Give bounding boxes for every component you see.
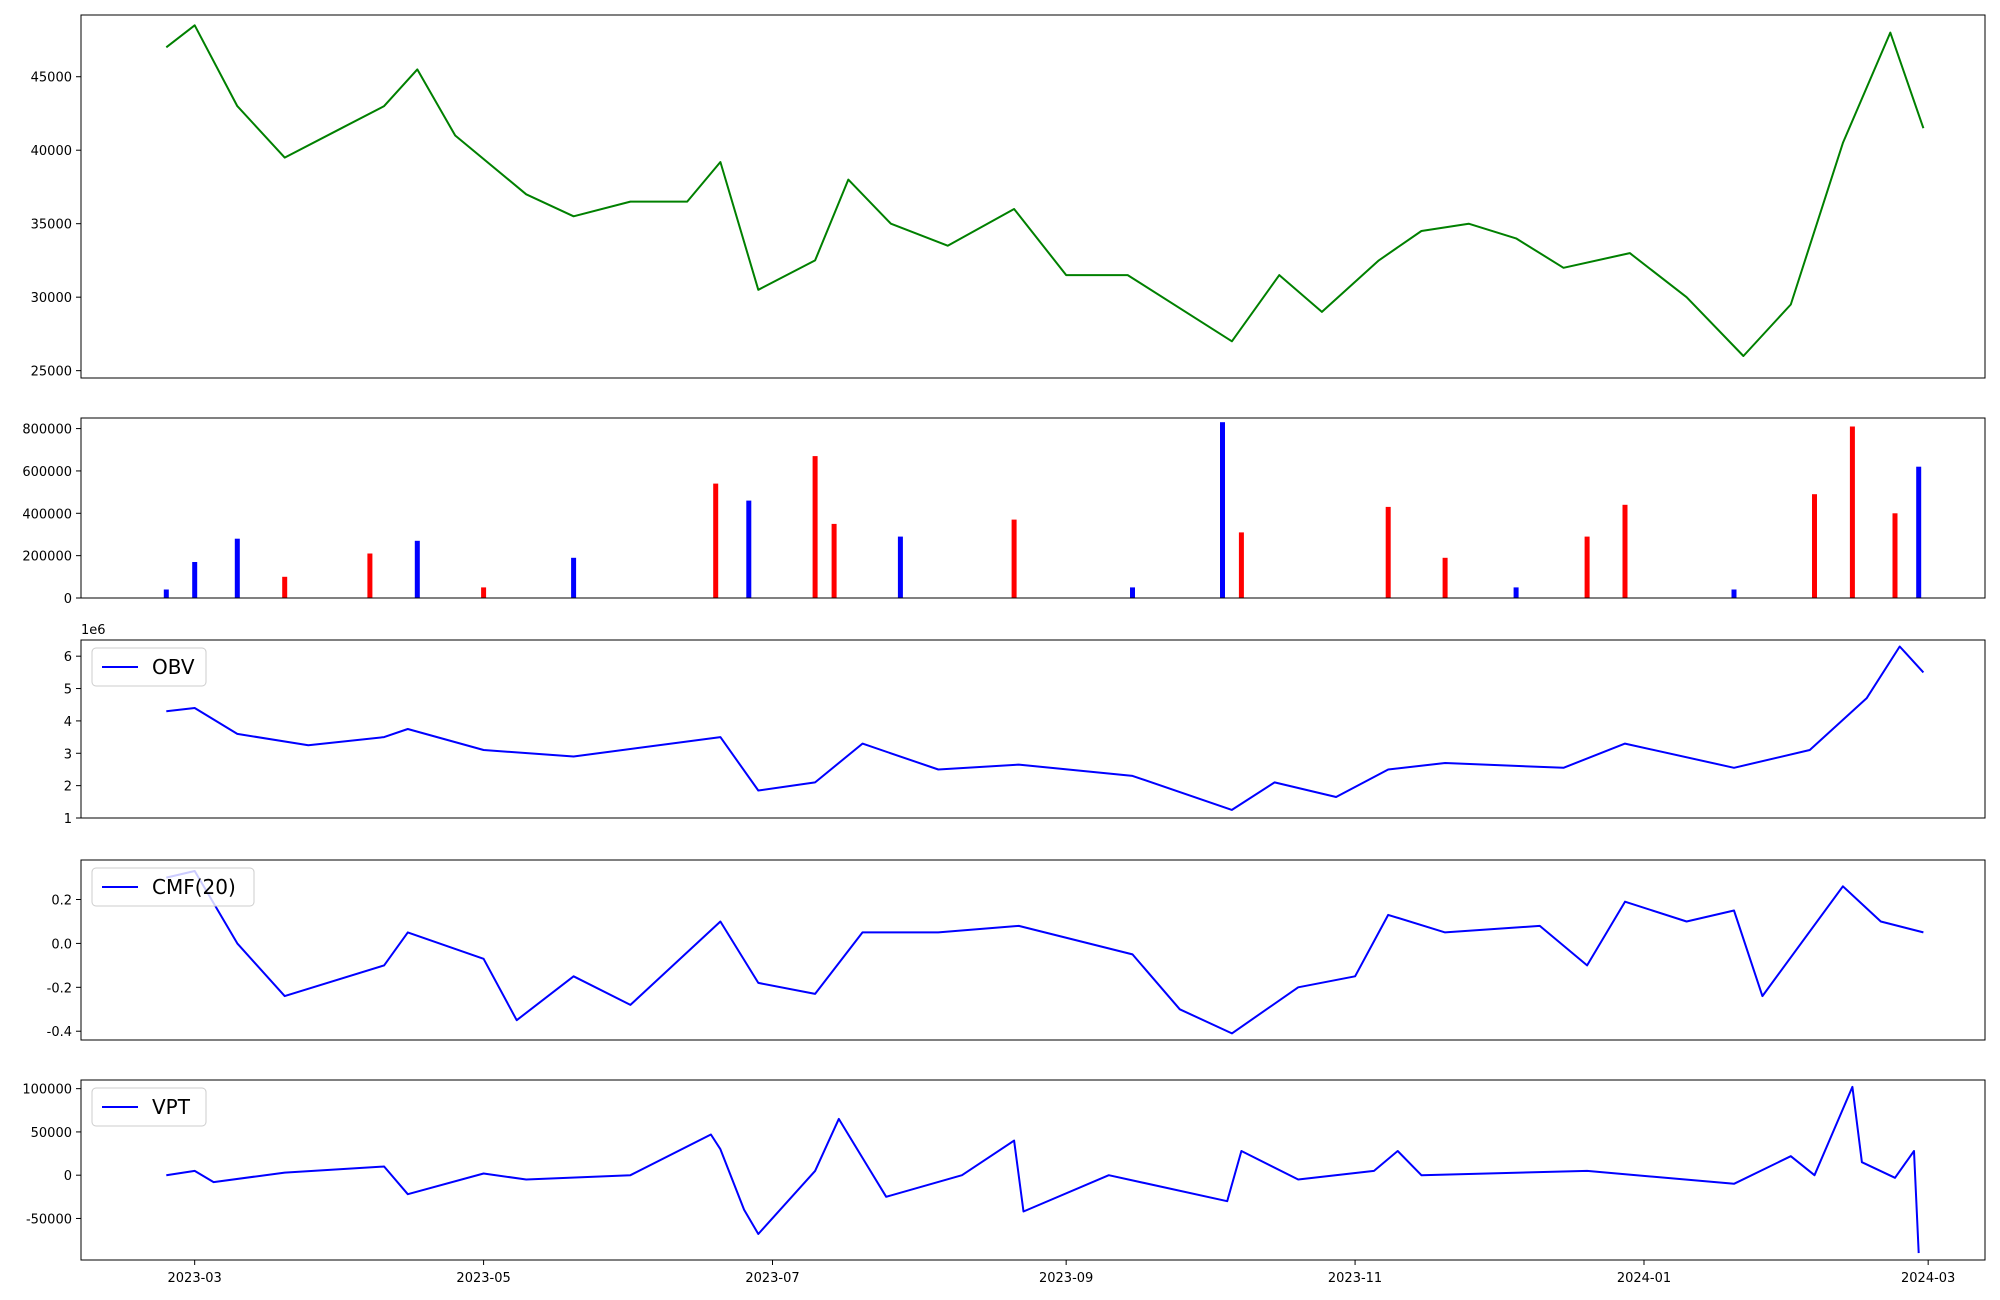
volume-bar-13 bbox=[1011, 519, 1017, 598]
volume-ytick-label-3: 600000 bbox=[22, 465, 72, 480]
cmf-panel: -0.4 -0.2 0.0 0.2 CMF(20) bbox=[47, 859, 1986, 1041]
volume-bar-8 bbox=[713, 483, 719, 598]
volume-bar-3 bbox=[282, 576, 288, 598]
cmf-ytick-label-1: -0.2 bbox=[47, 981, 72, 996]
volume-bar-5 bbox=[414, 540, 420, 598]
obv-ytick-label-4: 5 bbox=[64, 683, 72, 698]
volume-bar-2 bbox=[234, 538, 240, 598]
volume-bar-18 bbox=[1442, 557, 1448, 598]
volume-bar-16 bbox=[1238, 532, 1244, 598]
volume-ytick-label-4: 800000 bbox=[22, 423, 72, 438]
volume-ytick-label-1: 200000 bbox=[22, 550, 72, 565]
volume-frame bbox=[80, 417, 1986, 599]
price-ytick-label-3: 40000 bbox=[31, 144, 72, 159]
obv-ytick-label-5: 6 bbox=[64, 650, 72, 665]
volume-bar-21 bbox=[1622, 504, 1628, 598]
obv-ytick-label-0: 1 bbox=[64, 812, 72, 827]
volume-bar-22 bbox=[1731, 589, 1737, 598]
xtick-label-3: 2023-09 bbox=[1039, 1271, 1093, 1286]
obv-series-line bbox=[166, 645, 1925, 811]
vpt-legend: VPT bbox=[91, 1087, 207, 1127]
obv-ytick-label-2: 3 bbox=[64, 747, 72, 762]
volume-bar-26 bbox=[1916, 466, 1922, 598]
vpt-series-line bbox=[166, 1085, 1920, 1254]
volume-bar-6 bbox=[481, 587, 487, 598]
vpt-panel: -50000 0 50000 100000 VPT bbox=[22, 1079, 1986, 1261]
volume-bar-7 bbox=[571, 557, 577, 598]
volume-bar-17 bbox=[1385, 506, 1391, 598]
volume-bar-12 bbox=[897, 536, 903, 598]
obv-legend: OBV bbox=[91, 647, 207, 687]
vpt-legend-box bbox=[91, 1087, 207, 1127]
vpt-ytick-label-2: 50000 bbox=[31, 1126, 72, 1141]
cmf-ytick-label-2: 0.0 bbox=[51, 937, 72, 952]
xtick-label-6: 2024-03 bbox=[1901, 1271, 1955, 1286]
obv-legend-label: OBV bbox=[152, 655, 195, 679]
x-axis: 2023-03 2023-05 2023-07 2023-09 2023-11 2024-… bbox=[168, 1260, 1955, 1286]
cmf-ytick-label-3: 0.2 bbox=[51, 894, 72, 909]
xtick-label-0: 2023-03 bbox=[168, 1271, 222, 1286]
obv-ytick-label-1: 2 bbox=[64, 780, 72, 795]
obv-offset-label: 1e6 bbox=[81, 623, 106, 638]
volume-bar-10 bbox=[812, 456, 818, 598]
cmf-legend-label: CMF(20) bbox=[152, 875, 236, 899]
volume-bar-24 bbox=[1849, 426, 1855, 598]
volume-ytick-label-2: 400000 bbox=[22, 507, 72, 522]
cmf-frame bbox=[80, 859, 1986, 1041]
xtick-label-4: 2023-11 bbox=[1328, 1271, 1382, 1286]
volume-bar-11 bbox=[831, 523, 837, 598]
volume-panel: 0 200000 400000 600000 800000 bbox=[22, 417, 1986, 607]
vpt-ytick-label-3: 100000 bbox=[22, 1083, 72, 1098]
volume-ytick-label-0: 0 bbox=[64, 592, 72, 607]
vpt-legend-label: VPT bbox=[152, 1095, 191, 1119]
volume-bar-9 bbox=[746, 500, 752, 598]
price-ytick-label-0: 25000 bbox=[31, 365, 72, 380]
volume-bar-4 bbox=[367, 553, 373, 598]
price-ytick-label-4: 45000 bbox=[31, 71, 72, 86]
xtick-label-5: 2024-01 bbox=[1617, 1271, 1671, 1286]
obv-legend-box bbox=[91, 647, 207, 687]
xtick-label-2: 2023-07 bbox=[745, 1271, 799, 1286]
vpt-ytick-label-0: -50000 bbox=[26, 1212, 72, 1227]
volume-bar-14 bbox=[1130, 587, 1135, 598]
price-panel: 25000 30000 35000 40000 45000 bbox=[31, 14, 1986, 380]
volume-bar-19 bbox=[1513, 587, 1519, 598]
volume-bar-23 bbox=[1812, 494, 1817, 598]
obv-panel: 1 2 3 4 5 6 1e6 OBV bbox=[64, 623, 1986, 827]
vpt-frame bbox=[80, 1079, 1986, 1261]
obv-frame bbox=[80, 639, 1986, 819]
volume-bar-0 bbox=[163, 589, 169, 598]
price-ytick-label-2: 35000 bbox=[31, 218, 72, 233]
cmf-ytick-label-0: -0.4 bbox=[47, 1025, 72, 1040]
volume-bar-1 bbox=[192, 562, 198, 598]
obv-ytick-label-3: 4 bbox=[64, 715, 72, 730]
price-ytick-label-1: 30000 bbox=[31, 291, 72, 306]
volume-bar-15 bbox=[1220, 422, 1225, 598]
cmf-series-line bbox=[166, 870, 1924, 1035]
price-frame bbox=[80, 14, 1986, 379]
xtick-label-1: 2023-05 bbox=[456, 1271, 510, 1286]
price-series-line bbox=[165, 24, 1925, 357]
volume-bar-20 bbox=[1584, 536, 1590, 598]
vpt-ytick-label-1: 0 bbox=[64, 1169, 72, 1184]
volume-bar-25 bbox=[1892, 513, 1898, 598]
cmf-legend-box bbox=[91, 867, 255, 907]
cmf-legend: CMF(20) bbox=[91, 867, 255, 907]
